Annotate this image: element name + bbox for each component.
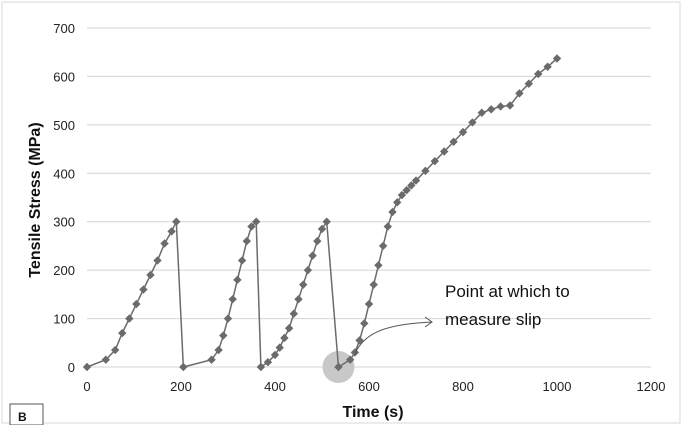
data-point-marker [430, 156, 439, 166]
data-point-marker [242, 236, 251, 246]
x-tick-label: 600 [358, 379, 380, 394]
data-point-marker [397, 190, 407, 200]
data-point-marker [118, 328, 127, 338]
annotation-line-1: Point at which to [445, 282, 570, 301]
data-point-marker [280, 333, 289, 343]
y-tick-label: 0 [68, 360, 75, 375]
data-point-marker [256, 362, 266, 372]
data-point-marker [284, 324, 294, 333]
data-point-marker [487, 105, 496, 114]
data-point-marker [374, 261, 383, 270]
data-point-marker [160, 239, 169, 248]
annotation-arrowhead [424, 316, 433, 328]
y-tick-label: 500 [53, 118, 75, 133]
data-point-marker [334, 362, 343, 372]
x-tick-labels: 0 200 400 600 800 1000 1200 [83, 379, 665, 394]
data-point-marker [388, 207, 397, 217]
y-tick-label: 200 [53, 263, 75, 278]
data-point-marker [252, 217, 261, 226]
data-point-marker [82, 362, 92, 372]
data-point-marker [179, 362, 188, 372]
data-point-marker [402, 186, 411, 195]
data-point-marker [346, 355, 355, 364]
y-tick-label: 300 [53, 215, 75, 230]
data-point-marker [294, 295, 303, 304]
data-point-marker [317, 224, 327, 234]
data-point-marker [383, 222, 392, 231]
data-point-marker [411, 176, 421, 185]
data-point-marker [552, 54, 562, 63]
data-point-marker [223, 314, 233, 323]
data-point-marker [101, 355, 110, 364]
annotation-line-2: measure slip [445, 310, 541, 329]
x-tick-label: 200 [170, 379, 192, 394]
data-point-marker [132, 299, 141, 309]
data-point-marker [369, 280, 378, 289]
data-point-marker [360, 319, 369, 328]
data-point-marker [322, 217, 331, 226]
data-point-marker [125, 314, 134, 323]
data-point-marker [440, 147, 449, 156]
x-tick-label: 1200 [637, 379, 666, 394]
data-point-marker [146, 270, 155, 280]
data-point-marker [270, 350, 280, 360]
data-point-marker [421, 166, 430, 176]
data-point-marker [477, 108, 486, 117]
data-point-marker [505, 101, 515, 110]
data-point-marker [303, 265, 313, 275]
data-point-marker [219, 331, 228, 340]
data-point-marker [313, 236, 322, 246]
data-point-marker [153, 256, 162, 265]
data-point-marker [308, 251, 317, 260]
data-point-marker [299, 280, 308, 289]
data-point-marker [378, 241, 388, 251]
data-point-marker [237, 256, 247, 265]
y-tick-label: 600 [53, 69, 75, 84]
data-point-marker [534, 69, 543, 79]
data-point-marker [167, 227, 176, 236]
y-tick-label: 100 [53, 312, 75, 327]
data-point-marker [263, 357, 273, 367]
data-point-marker [233, 275, 242, 285]
y-tick-label: 400 [53, 166, 75, 181]
data-point-marker [289, 309, 298, 318]
x-tick-label: 400 [264, 379, 286, 394]
data-point-marker [393, 198, 402, 207]
data-point-marker [524, 79, 533, 88]
annotation-arrow [353, 321, 433, 356]
y-tick-label: 700 [53, 21, 75, 36]
data-point-marker [407, 181, 416, 190]
data-point-marker [364, 299, 374, 309]
data-point-marker [207, 355, 216, 364]
data-point-marker [247, 222, 256, 231]
data-point-marker [543, 62, 552, 71]
data-point-marker [496, 102, 505, 111]
data-point-marker [275, 343, 284, 352]
data-point-marker [228, 295, 237, 304]
x-tick-label: 800 [452, 379, 474, 394]
x-axis-label: Time (s) [342, 404, 403, 421]
data-point-marker [458, 127, 468, 137]
data-point-marker [449, 137, 458, 147]
x-tick-label: 0 [83, 379, 90, 394]
data-point-marker [172, 217, 181, 226]
y-tick-labels: 0 100 200 300 400 500 600 700 [53, 21, 75, 375]
panel-label: B [18, 410, 27, 424]
data-point-marker [139, 285, 148, 294]
data-point-marker [468, 118, 477, 127]
y-axis-label: Tensile Stress (MPa) [27, 122, 44, 277]
x-tick-label: 1000 [543, 379, 572, 394]
data-point-marker [111, 345, 120, 355]
data-point-marker [214, 345, 223, 355]
data-point-marker [515, 89, 524, 98]
